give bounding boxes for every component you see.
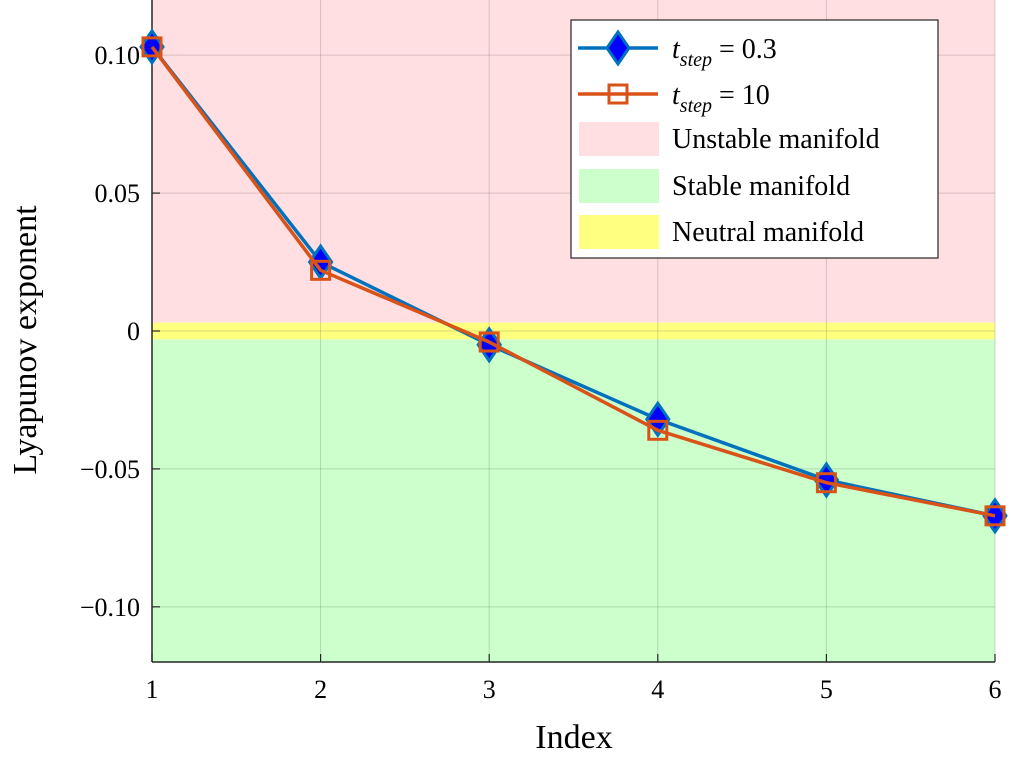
y-tick-label: 0 [127,317,140,346]
legend-label-region-3: Neutral manifold [672,217,864,248]
legend-marker-square [607,83,629,105]
region-stable-manifold [152,339,995,662]
x-tick-label: 4 [651,675,664,704]
legend-label-base: t [672,80,681,111]
x-tick-label: 6 [989,675,1002,704]
legend-label-2: tstep = 10 [672,80,770,117]
series-2-point [310,259,332,281]
legend-label-value: = 10 [712,80,770,111]
y-tick-label: 0.05 [95,179,141,208]
series-2-point [815,472,837,494]
y-tick-label: 0.10 [95,41,141,70]
legend-label-subscript: step [680,95,712,117]
legend-label-subscript: step [680,49,712,71]
x-tick-label: 3 [483,675,496,704]
legend-swatch-1 [579,122,659,156]
y-tick-label: −0.10 [80,593,140,622]
legend-label-1: tstep = 0.3 [672,34,777,71]
x-tick-label: 5 [820,675,833,704]
x-axis-label: Index [535,719,612,756]
x-tick-label: 1 [146,675,159,704]
legend-label-region-2: Stable manifold [672,171,850,202]
series-1-line [150,45,996,518]
series-2-point [984,505,1006,527]
series-2-point [141,36,163,58]
legend-label-base: t [672,34,681,65]
y-tick-label: −0.05 [80,455,140,484]
legend-swatch-3 [579,215,659,249]
legend-label-region-1: Unstable manifold [672,124,880,155]
region-neutral-manifold [152,322,995,340]
series-2-point [478,331,500,353]
legend-marker-diamond [605,29,631,67]
legend-label-value: = 0.3 [712,34,777,65]
y-axis-label: Lyapunov exponent [7,205,44,475]
series-2-point [647,419,669,441]
series-2-line [150,45,996,518]
x-tick-label: 2 [314,675,327,704]
legend-swatch-2 [579,169,659,203]
series-2 [141,36,1006,527]
